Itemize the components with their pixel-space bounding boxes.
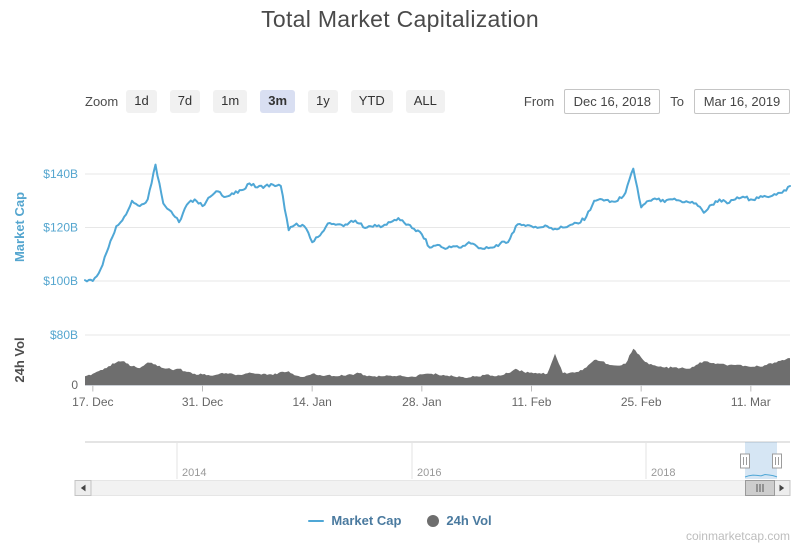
- x-tick-label: 31. Dec: [182, 395, 223, 409]
- navigator-year-label: 2016: [417, 467, 441, 479]
- to-label: To: [670, 94, 684, 109]
- date-range-group: From To: [524, 89, 790, 114]
- legend-label-market-cap: Market Cap: [331, 513, 402, 528]
- to-date-input[interactable]: [694, 89, 790, 114]
- navigator-handle-right[interactable]: [772, 453, 782, 469]
- x-tick-label: 11. Mar: [731, 395, 771, 409]
- x-tick-label: 17. Dec: [72, 395, 113, 409]
- scrollbar-left-arrow-icon: [80, 484, 86, 492]
- x-tick-label: 28. Jan: [402, 395, 441, 409]
- navigator-handle-left[interactable]: [740, 453, 750, 469]
- watermark: coinmarketcap.com: [685, 529, 790, 543]
- range-toolbar: Zoom 1d 7d 1m 3m 1y YTD ALL From To: [85, 89, 790, 114]
- zoom-button-7d[interactable]: 7d: [169, 90, 201, 113]
- volume-axis-label: $80B: [50, 328, 78, 342]
- page-title: Total Market Capitalization: [261, 6, 539, 32]
- y-axis-label: $120B: [43, 221, 78, 235]
- x-tick-label: 14. Jan: [292, 395, 331, 409]
- zoom-button-1d[interactable]: 1d: [126, 90, 157, 113]
- navigator-year-label: 2014: [182, 467, 206, 479]
- plot-area[interactable]: [85, 145, 790, 385]
- navigator-series-preview: [744, 473, 778, 478]
- scrollbar-track[interactable]: [90, 480, 775, 496]
- zoom-label: Zoom: [85, 93, 119, 109]
- market-cap-axis-title: Market Cap: [12, 192, 27, 262]
- zoom-button-ytd[interactable]: YTD: [350, 90, 393, 113]
- x-tick-label: 11. Feb: [512, 395, 552, 409]
- zoom-button-all[interactable]: ALL: [405, 90, 445, 113]
- zoom-button-1y[interactable]: 1y: [308, 90, 338, 113]
- legend-item-market-cap[interactable]: Market Cap: [308, 513, 401, 528]
- legend-label-24h-vol: 24h Vol: [446, 513, 492, 528]
- chart-legend: Market Cap 24h Vol: [0, 513, 800, 528]
- volume-axis-label: 0: [71, 378, 78, 392]
- navigator-selection[interactable]: [745, 442, 777, 479]
- x-tick-label: 25. Feb: [621, 395, 662, 409]
- zoom-button-3m[interactable]: 3m: [260, 90, 296, 113]
- market-cap-series: [84, 163, 791, 283]
- from-label: From: [523, 94, 555, 109]
- scrollbar-right-arrow-icon: [779, 484, 785, 492]
- line-swatch-icon: [308, 519, 325, 522]
- zoom-button-1m[interactable]: 1m: [213, 90, 248, 113]
- zoom-button-group: Zoom 1d 7d 1m 3m 1y YTD ALL: [85, 90, 445, 113]
- navigator-year-label: 2018: [651, 467, 675, 479]
- zoom-buttons: 1d 7d 1m 3m 1y YTD ALL: [126, 90, 445, 113]
- from-date-input[interactable]: [564, 89, 661, 114]
- volume-series: [85, 348, 790, 385]
- y-axis-label: $100B: [43, 274, 78, 288]
- legend-item-24h-vol[interactable]: 24h Vol: [427, 513, 492, 528]
- y-axis-label: $140B: [43, 167, 78, 181]
- volume-axis-title: 24h Vol: [12, 337, 27, 382]
- circle-swatch-icon: [427, 514, 440, 527]
